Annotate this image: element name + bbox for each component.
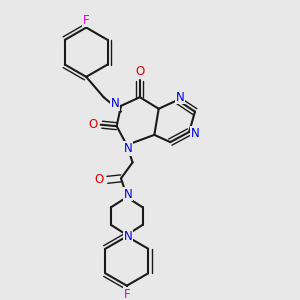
Text: O: O [94,173,104,186]
Text: F: F [83,14,89,27]
Text: O: O [135,65,145,78]
Text: O: O [88,118,97,131]
Text: N: N [124,188,133,201]
Text: N: N [176,91,185,104]
Text: N: N [190,127,199,140]
Text: F: F [124,288,130,300]
Text: N: N [124,230,133,243]
Text: N: N [124,142,133,155]
Text: N: N [111,97,120,110]
